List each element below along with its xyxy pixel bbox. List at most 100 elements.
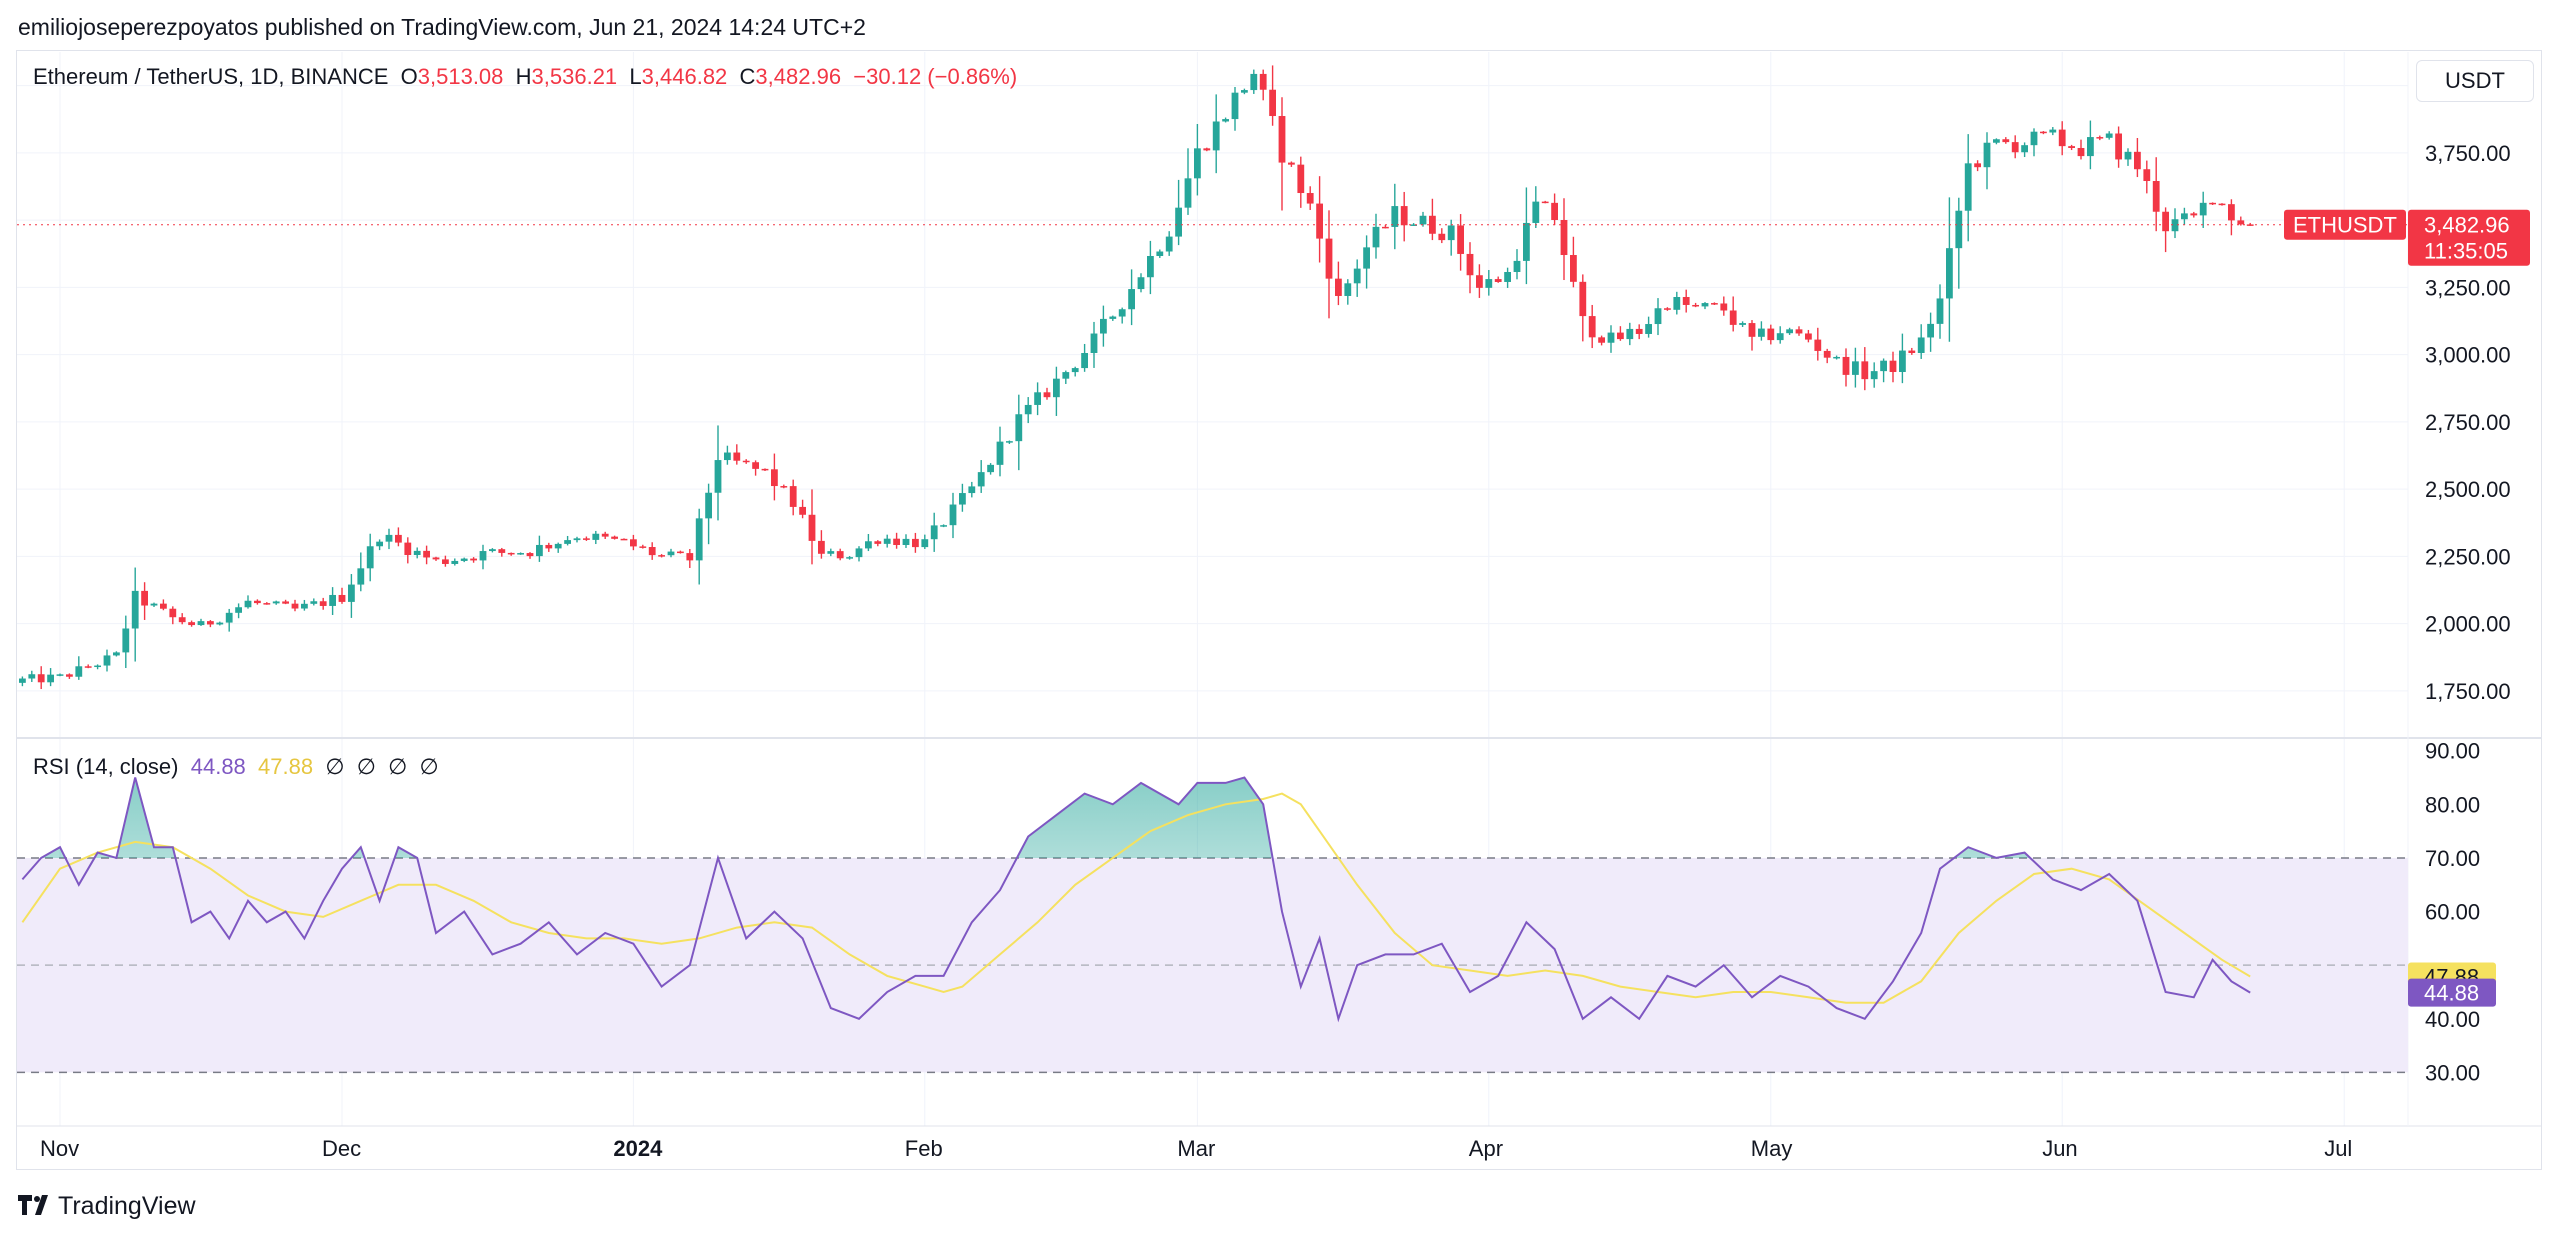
candle-up	[996, 426, 1004, 477]
candle-up	[1645, 316, 1652, 338]
high-value: 3,536.21	[531, 64, 618, 89]
candle-up	[724, 445, 731, 465]
candle-up	[977, 460, 985, 493]
empty-marker: ∅	[388, 754, 408, 779]
candle-up	[413, 547, 421, 559]
candle-body	[66, 674, 73, 677]
brand-name: TradingView	[58, 1192, 196, 1220]
candle-body	[940, 525, 947, 527]
candle-body	[1006, 441, 1013, 443]
candle-down	[1617, 326, 1624, 341]
candle-body	[1673, 296, 1681, 310]
candle-down	[1570, 236, 1577, 288]
rsi-title: RSI (14, close)	[33, 754, 179, 779]
time-tick-label: Mar	[1177, 1136, 1215, 1161]
publisher-caption: emiliojoseperezpoyatos published on Trad…	[18, 14, 866, 40]
candle-body	[2058, 129, 2066, 147]
price-tag	[2408, 209, 2530, 266]
candle-body	[489, 549, 496, 552]
candle-down	[2011, 135, 2019, 159]
candle-body	[1081, 353, 1088, 369]
currency-button[interactable]: USDT	[2416, 60, 2534, 102]
candle-body	[2228, 204, 2235, 221]
candle-up	[705, 483, 712, 545]
candle-body	[1955, 210, 1963, 249]
candle-body	[1391, 206, 1399, 227]
candle-up	[902, 534, 910, 548]
candle-body	[338, 594, 346, 602]
candle-down	[1842, 348, 1850, 387]
candle-body	[1946, 248, 1953, 299]
candle-body	[1560, 220, 1568, 256]
close-label: C	[739, 64, 756, 89]
candle-up	[1739, 321, 1746, 327]
candle-up	[1062, 370, 1070, 384]
candle-up	[1833, 355, 1840, 360]
candle-body	[583, 538, 590, 540]
candle-up	[1936, 284, 1944, 339]
candle-body	[1043, 392, 1051, 398]
time-tick-label: May	[1751, 1136, 1793, 1161]
candle-up	[244, 595, 252, 609]
candle-down	[254, 599, 261, 605]
candle-down	[1720, 296, 1728, 316]
candle-down	[2228, 199, 2235, 236]
candle-body	[601, 533, 609, 537]
candle-up	[1607, 325, 1615, 353]
tradingview-brand[interactable]: TradingView	[18, 1192, 196, 1222]
candle-body	[1833, 356, 1840, 359]
candle-body	[1899, 350, 1906, 373]
candle-body	[2162, 211, 2169, 232]
candle-down	[37, 666, 45, 690]
candle-up	[827, 548, 835, 557]
candle-body	[2190, 213, 2198, 216]
candle-up	[554, 542, 562, 553]
candle-down	[742, 459, 750, 464]
candle-body	[2199, 202, 2207, 216]
candle-up	[301, 599, 308, 611]
candle-up	[1156, 249, 1164, 258]
candle-body	[84, 666, 92, 668]
candle-body	[1635, 328, 1643, 334]
candle-body	[648, 547, 656, 556]
candle-down	[1325, 210, 1333, 319]
candle-body	[1814, 339, 1822, 351]
candle-up	[1137, 273, 1145, 293]
price-tick-label: 2,000.00	[2425, 612, 2511, 637]
candle-body	[1297, 164, 1305, 194]
candle-up	[1899, 333, 1906, 384]
candle-up	[1983, 132, 1991, 190]
candle-down	[1861, 347, 1869, 391]
candle-body	[808, 514, 816, 541]
candle-body	[1908, 350, 1916, 353]
candle-down	[507, 552, 515, 556]
candle-up	[1955, 197, 1963, 289]
empty-marker: ∅	[419, 754, 439, 779]
candle-body	[1062, 372, 1070, 379]
candle-body	[667, 551, 675, 556]
candle-body	[1889, 360, 1897, 373]
candle-body	[1269, 89, 1276, 117]
rsi-lines	[21, 776, 2251, 1023]
candle-up	[949, 492, 957, 539]
candle-down	[1438, 228, 1446, 244]
candle-up	[667, 548, 675, 558]
candle-up	[2181, 207, 2188, 226]
candle-body	[2115, 133, 2122, 160]
candle-up	[1194, 124, 1201, 196]
candle-down	[2002, 137, 2010, 144]
candle-body	[2134, 151, 2141, 170]
candle-body	[1175, 207, 1182, 237]
price-tick-label: 2,750.00	[2425, 410, 2511, 435]
candle-down	[2068, 144, 2075, 151]
candle-down	[1579, 274, 1587, 342]
candle-body	[1222, 119, 1229, 122]
candle-body	[1626, 328, 1634, 340]
candle-down	[1494, 276, 1502, 283]
rsi-legend-value: 44.88	[190, 754, 246, 779]
candle-body	[1917, 337, 1925, 353]
candle-body	[1513, 260, 1521, 272]
candle-body	[836, 551, 844, 559]
candle-body	[874, 541, 882, 544]
